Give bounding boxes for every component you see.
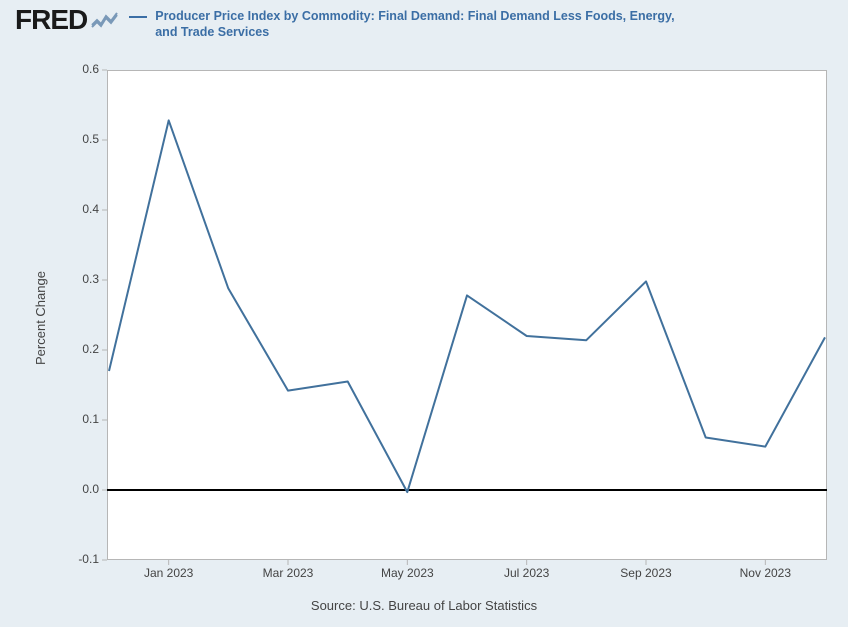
y-tick-label: 0.5 [55,132,99,146]
chart-source: Source: U.S. Bureau of Labor Statistics [7,598,841,613]
x-tick-label: Sep 2023 [620,566,671,580]
y-tick-label: -0.1 [55,552,99,566]
fred-logo: FRED [15,6,119,34]
chart-container: FRED Producer Price Index by Commodity: … [7,0,841,619]
chart-area: Percent Change -0.10.00.10.20.30.40.50.6… [15,50,833,579]
chart-legend: Producer Price Index by Commodity: Final… [129,6,833,41]
x-tick-label: Mar 2023 [263,566,314,580]
legend-label: Producer Price Index by Commodity: Final… [155,8,675,41]
line-plot [15,50,829,562]
legend-swatch [129,16,147,18]
y-tick-label: 0.2 [55,342,99,356]
y-tick-label: 0.1 [55,412,99,426]
x-tick-label: Jan 2023 [144,566,193,580]
y-tick-label: 0.4 [55,202,99,216]
fred-logo-text: FRED [15,6,87,34]
y-tick-label: 0.6 [55,62,99,76]
y-tick-label: 0.0 [55,482,99,496]
x-tick-label: Jul 2023 [504,566,549,580]
chart-header: FRED Producer Price Index by Commodity: … [7,0,841,45]
x-tick-label: Nov 2023 [740,566,791,580]
x-tick-label: May 2023 [381,566,434,580]
fred-logo-squiggle-icon [91,6,119,34]
y-tick-label: 0.3 [55,272,99,286]
